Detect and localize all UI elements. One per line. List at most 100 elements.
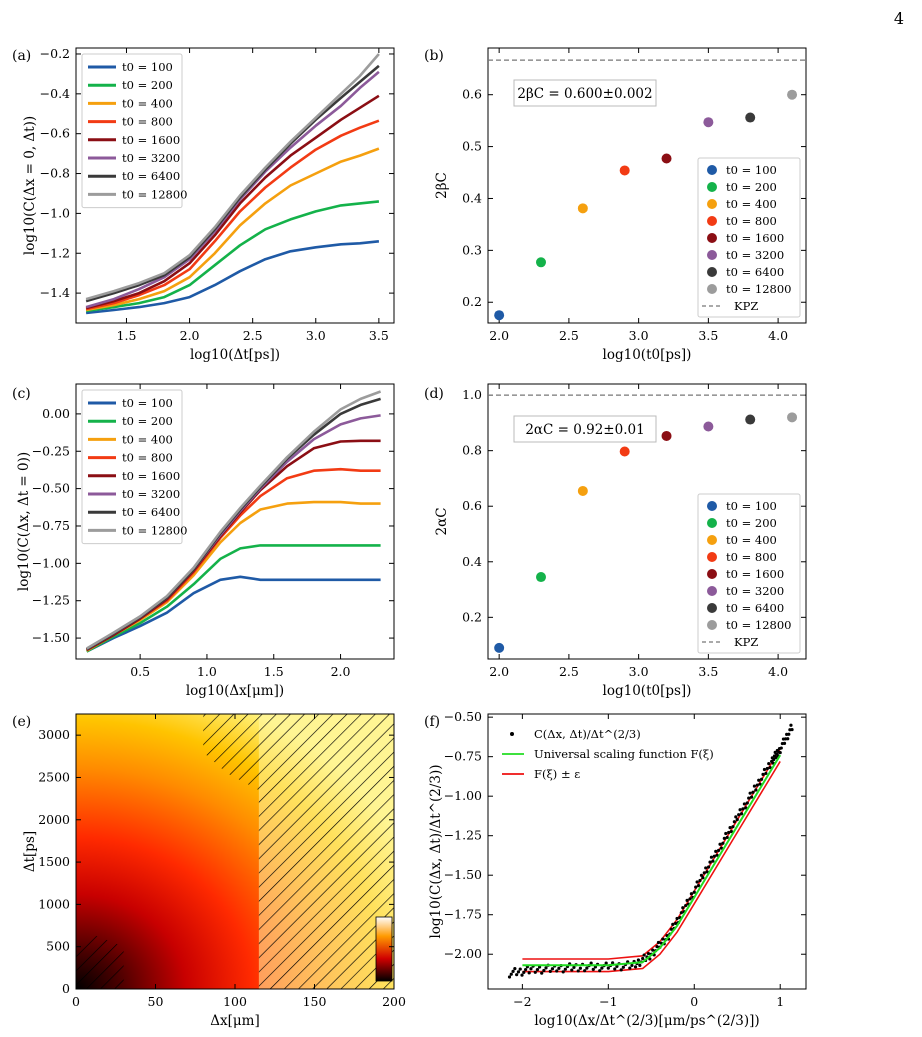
x-tick-label: −1: [599, 994, 617, 1009]
y-tick-label: 3000: [38, 727, 70, 742]
data-point: [714, 849, 718, 853]
data-point: [527, 971, 531, 975]
data-point: [604, 961, 608, 965]
y-tick-label: 2500: [38, 769, 70, 784]
data-point: [699, 873, 704, 877]
scaling-function-line: [522, 754, 782, 967]
data-point: [611, 961, 615, 965]
y-tick-label: 1.0: [462, 387, 482, 402]
x-tick-label: 4.0: [768, 664, 788, 679]
legend-label: t0 = 200: [122, 78, 173, 92]
x-tick-label: 1: [776, 994, 784, 1009]
y-tick-label: −1.4: [40, 285, 70, 300]
y-tick-label: −0.25: [32, 443, 70, 458]
axes-frame: [75, 383, 395, 660]
y-tick-label: 0.2: [462, 609, 482, 624]
y-tick-label: −0.2: [40, 46, 70, 61]
legend-label: t0 = 6400: [726, 265, 784, 279]
y-tick-label: 0.2: [462, 294, 482, 309]
series-line: [85, 147, 380, 312]
legend-label: t0 = 6400: [726, 601, 784, 615]
legend-label: KPZ: [734, 635, 758, 649]
x-tick-label: 2.5: [559, 328, 579, 343]
legend-label: t0 = 800: [122, 451, 173, 465]
data-point: [696, 884, 701, 888]
legend-label: KPZ: [734, 299, 758, 313]
panel-c: 0.5 1.0 1.5 2.0 −1.50 −1.25 −1.00 −0.75 −0.50 −0.…: [12, 383, 395, 699]
panel-label: (f): [424, 714, 440, 730]
data-point: [717, 848, 721, 852]
legend-label: t0 = 3200: [122, 487, 180, 501]
panel-label: (e): [12, 714, 31, 730]
legend-label: t0 = 100: [122, 60, 173, 74]
data-point: [642, 953, 646, 957]
data-point: [661, 430, 672, 441]
data-point: [768, 765, 772, 770]
legend-label: t0 = 6400: [122, 505, 180, 519]
data-point: [641, 956, 645, 961]
data-point: [738, 808, 742, 812]
y-axis-label: log10(C(Δx, Δt = 0)): [16, 452, 32, 591]
data-point: [536, 257, 546, 268]
y-tick-label: 0.6: [462, 87, 482, 102]
x-tick-label: 2.0: [489, 664, 509, 679]
series-line: [86, 544, 381, 653]
panel-d: 2.0 2.5 3.0 3.5 4.0 0.2 0.4 0.6 0.8 1.0 log10(t0[p…: [424, 383, 807, 699]
data-point: [550, 967, 555, 971]
series-line: [86, 390, 382, 650]
data-point: [748, 791, 752, 795]
data-point: [507, 975, 512, 979]
legend-marker: [707, 233, 717, 243]
legend-marker: [510, 732, 514, 736]
data-point: [692, 890, 696, 894]
data-point: [619, 968, 623, 972]
data-point: [646, 951, 651, 956]
data-point: [515, 973, 519, 977]
data-point: [638, 963, 642, 967]
axes-frame: [75, 47, 395, 324]
data-point: [524, 967, 528, 972]
data-point: [755, 783, 759, 787]
x-axis-label: log10(Δx[μm]): [186, 683, 284, 699]
y-tick-label: 0: [62, 981, 70, 996]
data-point: [633, 965, 638, 969]
legend-marker: [707, 518, 717, 528]
data-point: [674, 921, 678, 926]
y-tick-label: −0.75: [444, 749, 482, 764]
legend-marker: [707, 552, 717, 562]
legend-label: C(Δx, Δt)/Δt^(2/3): [534, 727, 641, 741]
y-tick-label: −2.00: [444, 946, 482, 961]
data-point: [689, 892, 694, 896]
legend-marker: [707, 569, 717, 579]
data-point: [548, 969, 552, 973]
legend-label: t0 = 3200: [726, 248, 784, 262]
y-tick-label: −1.50: [32, 630, 70, 645]
axes-frame: [487, 383, 807, 660]
data-point: [758, 782, 762, 786]
x-tick-label: 1.5: [117, 328, 137, 343]
data-point: [727, 830, 731, 835]
data-point: [619, 165, 630, 176]
x-tick-label: 150: [303, 994, 327, 1009]
legend-label: t0 = 400: [726, 197, 777, 211]
data-point: [709, 855, 714, 859]
x-tick-label: −2: [513, 994, 531, 1009]
series-line: [85, 119, 380, 311]
x-tick-label: 0: [690, 994, 698, 1009]
data-point: [661, 153, 672, 164]
data-point: [606, 966, 610, 970]
x-tick-label: 200: [382, 994, 406, 1009]
data-point: [494, 642, 505, 653]
legend-label: t0 = 400: [726, 533, 777, 547]
x-tick-label: 2.5: [559, 664, 579, 679]
annotation-text: 2αC = 0.92±0.01: [525, 422, 644, 438]
y-tick-label: 1000: [38, 896, 70, 911]
legend-label: t0 = 1600: [122, 469, 180, 483]
y-axis-label: log10(C(Δx, Δt)/Δt^(2/3)): [428, 764, 444, 938]
panel-b: 2.0 2.5 3.0 3.5 4.0 0.2 0.3 0.4 0.5 0.6 log10(t0[p…: [424, 47, 807, 363]
data-point: [765, 766, 769, 771]
data-point: [739, 812, 744, 816]
data-point: [679, 911, 683, 915]
data-point: [741, 807, 745, 811]
y-tick-label: 0.4: [462, 554, 482, 569]
